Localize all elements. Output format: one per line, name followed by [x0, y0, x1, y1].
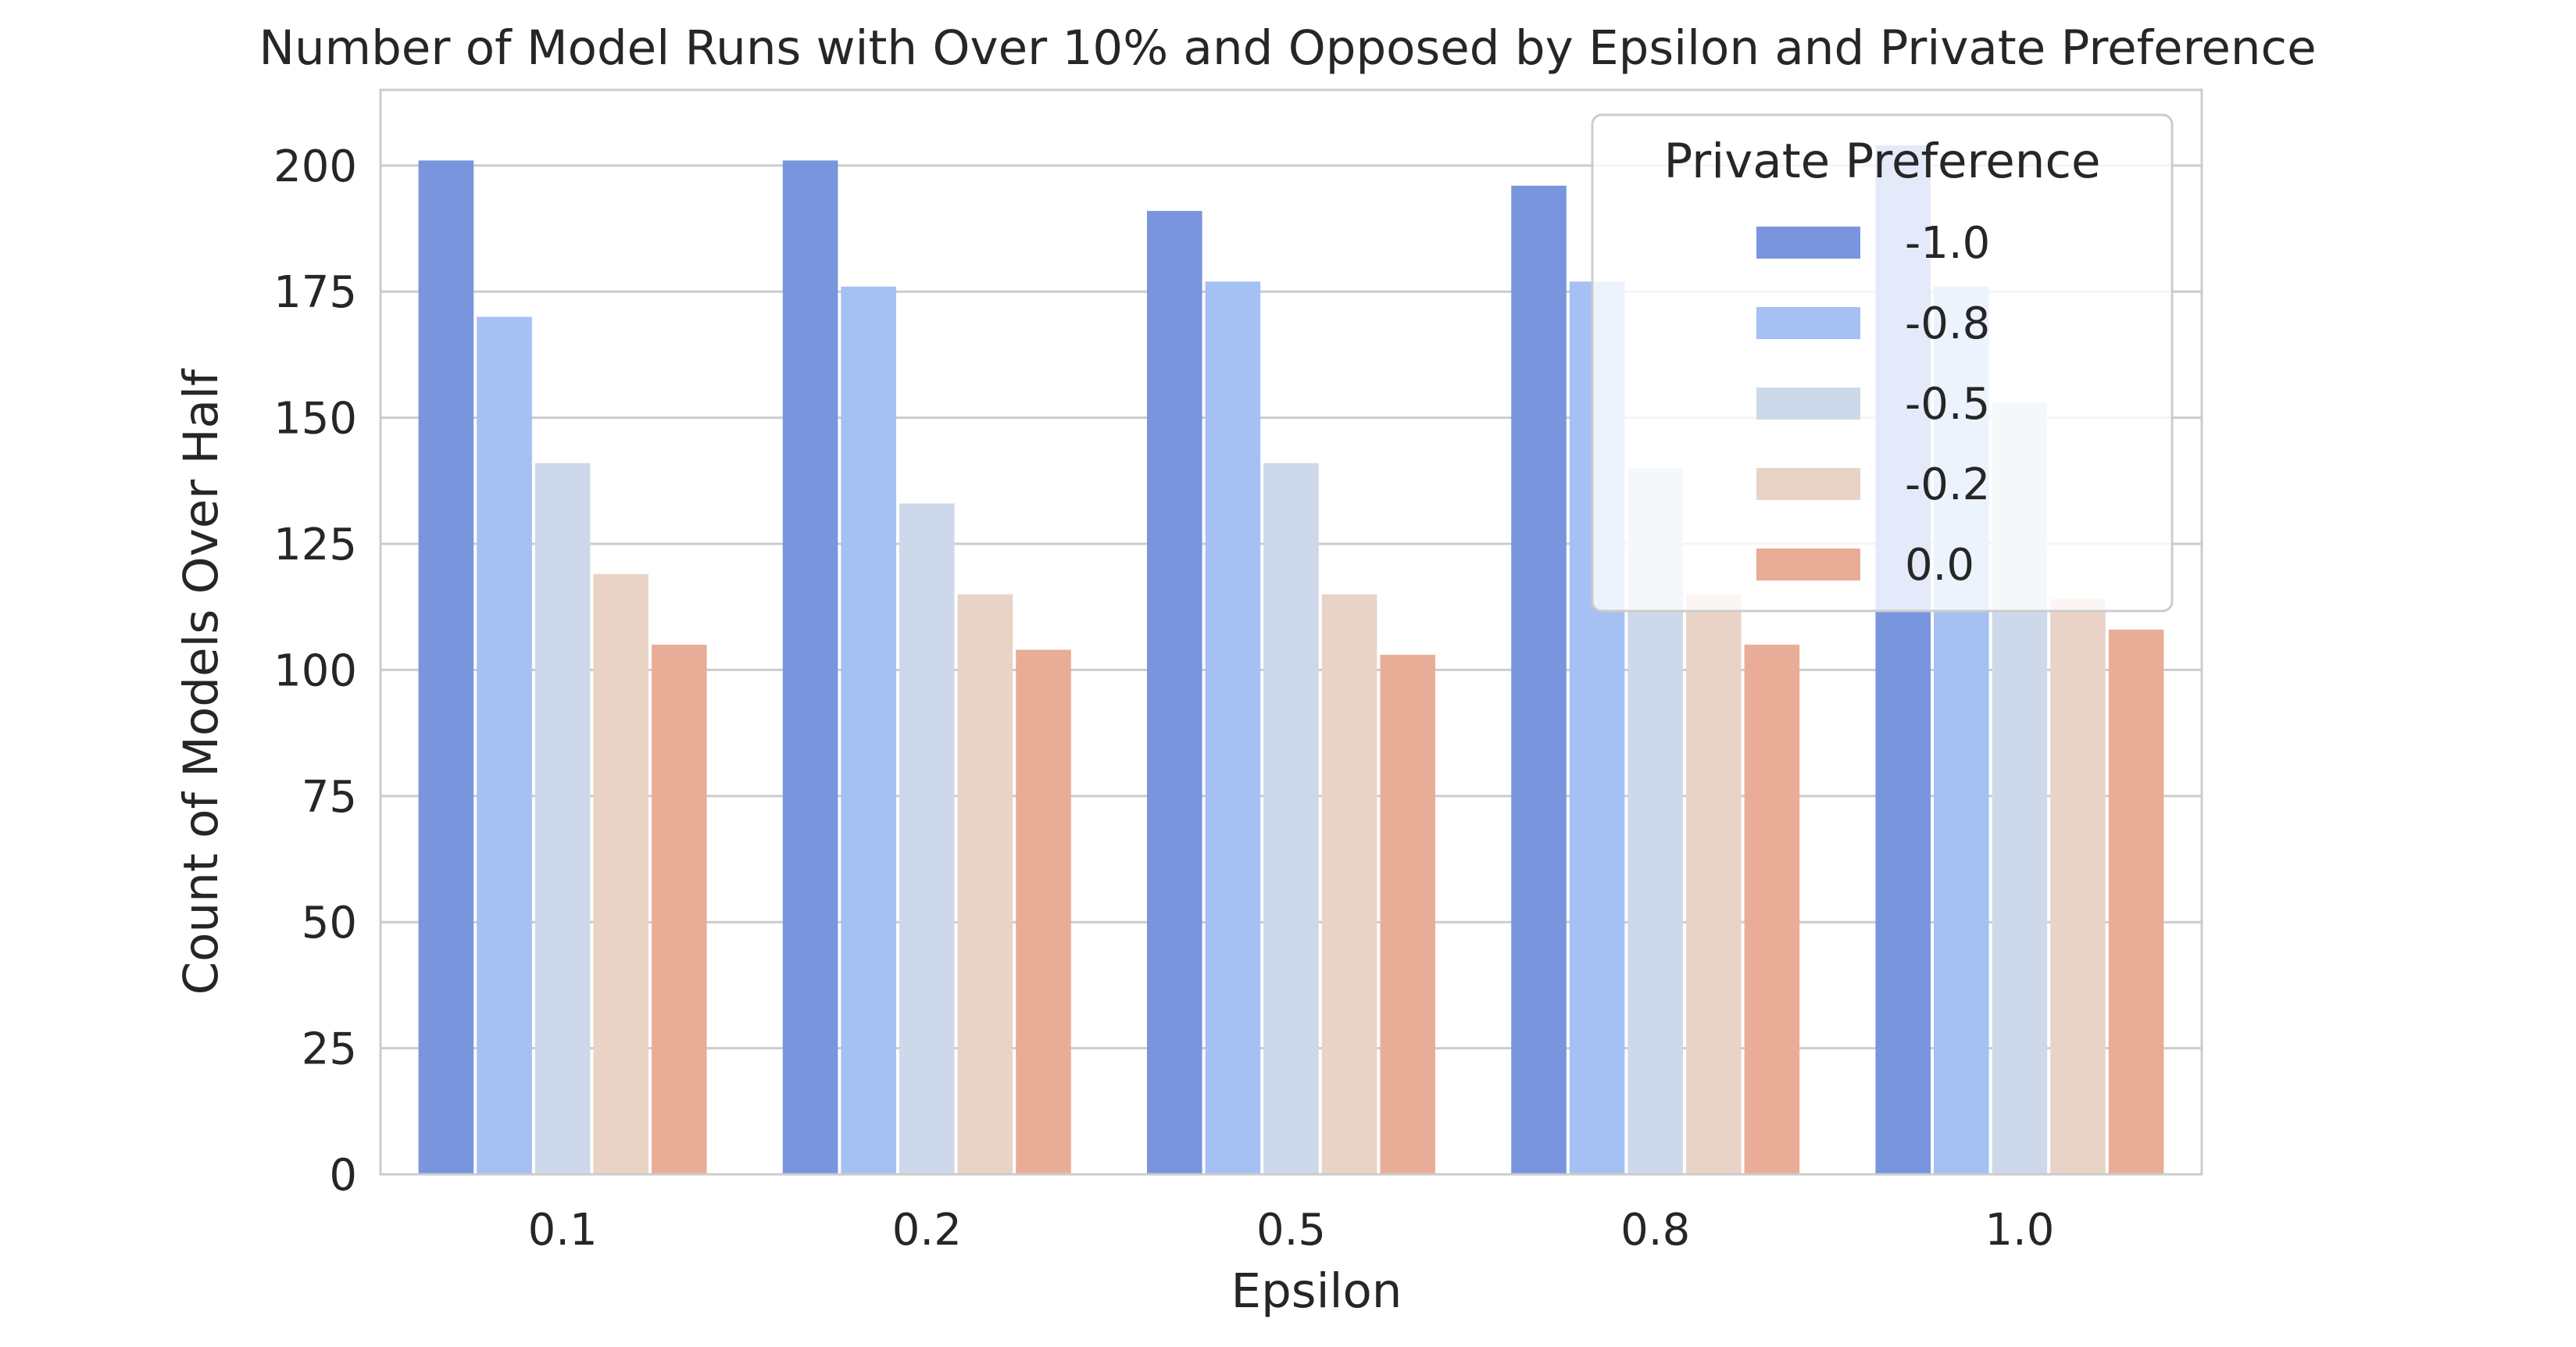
chart-title: Number of Model Runs with Over 10% and O…: [259, 20, 2316, 76]
legend-item-label: -0.5: [1905, 379, 1990, 430]
bars: [418, 145, 2164, 1175]
bar: [1263, 463, 1319, 1174]
plot-frame: [379, 88, 2203, 1176]
legend-item-label: 0.0: [1905, 540, 1974, 591]
plot-border: [379, 88, 2203, 1176]
bar: [2108, 629, 2164, 1174]
legend-title: Private Preference: [1663, 134, 2100, 189]
legend-swatch: [1756, 227, 1860, 259]
bar: [841, 286, 897, 1174]
legend-item-label: -1.0: [1905, 218, 1990, 269]
bar: [1511, 185, 1567, 1175]
bar: [2050, 599, 2106, 1174]
bar: [651, 645, 707, 1174]
bar: [418, 160, 474, 1175]
y-tick-label: 50: [302, 898, 357, 949]
bar: [957, 594, 1013, 1174]
bar: [1744, 645, 1800, 1174]
legend-swatch: [1756, 548, 1860, 581]
x-axis: 0.1 0.2 0.5 0.8 1.0: [528, 1205, 2055, 1256]
legend: Private Preference -1.0 -0.8 -0.5 -0.2 0.0: [1591, 113, 2174, 613]
y-tick-label: 175: [273, 267, 357, 318]
x-tick-label: 0.8: [1620, 1205, 1690, 1256]
x-tick-label: 1.0: [1985, 1205, 2054, 1256]
y-tick-label: 0: [329, 1150, 357, 1201]
x-axis-label: Epsilon: [1231, 1263, 1402, 1319]
y-tick-label: 75: [302, 772, 357, 823]
bar: [593, 573, 648, 1174]
bar: [1147, 210, 1202, 1174]
bar: [1016, 649, 1071, 1174]
plot-area: [379, 88, 2203, 1176]
bar: [899, 503, 955, 1174]
legend-swatch: [1756, 388, 1860, 420]
bar: [1685, 594, 1742, 1174]
legend-item-label: -0.2: [1905, 459, 1990, 510]
legend-swatch: [1756, 468, 1860, 500]
bar: [782, 160, 838, 1175]
legend-swatch: [1756, 307, 1860, 339]
y-tick-label: 150: [273, 394, 357, 445]
y-tick-label: 125: [273, 520, 357, 570]
y-axis-label: Count of Models Over Half: [173, 368, 229, 995]
legend-box: [1591, 113, 2174, 613]
bar: [1205, 281, 1261, 1174]
y-axis: 0 25 50 75 100 125 150 175 200: [273, 141, 357, 1201]
bar: [1321, 594, 1377, 1174]
x-tick-label: 0.5: [1256, 1205, 1326, 1256]
bar: [477, 316, 532, 1175]
bar: [1380, 655, 1435, 1174]
x-tick-label: 0.1: [528, 1205, 598, 1256]
legend-item-label: -0.8: [1905, 298, 1990, 349]
x-tick-label: 0.2: [892, 1205, 962, 1256]
legend-items: -1.0 -0.8 -0.5 -0.2 0.0: [1756, 218, 1990, 591]
bar: [534, 463, 591, 1174]
y-tick-label: 25: [302, 1024, 357, 1075]
y-tick-label: 100: [273, 645, 357, 696]
y-tick-label: 200: [273, 141, 357, 192]
